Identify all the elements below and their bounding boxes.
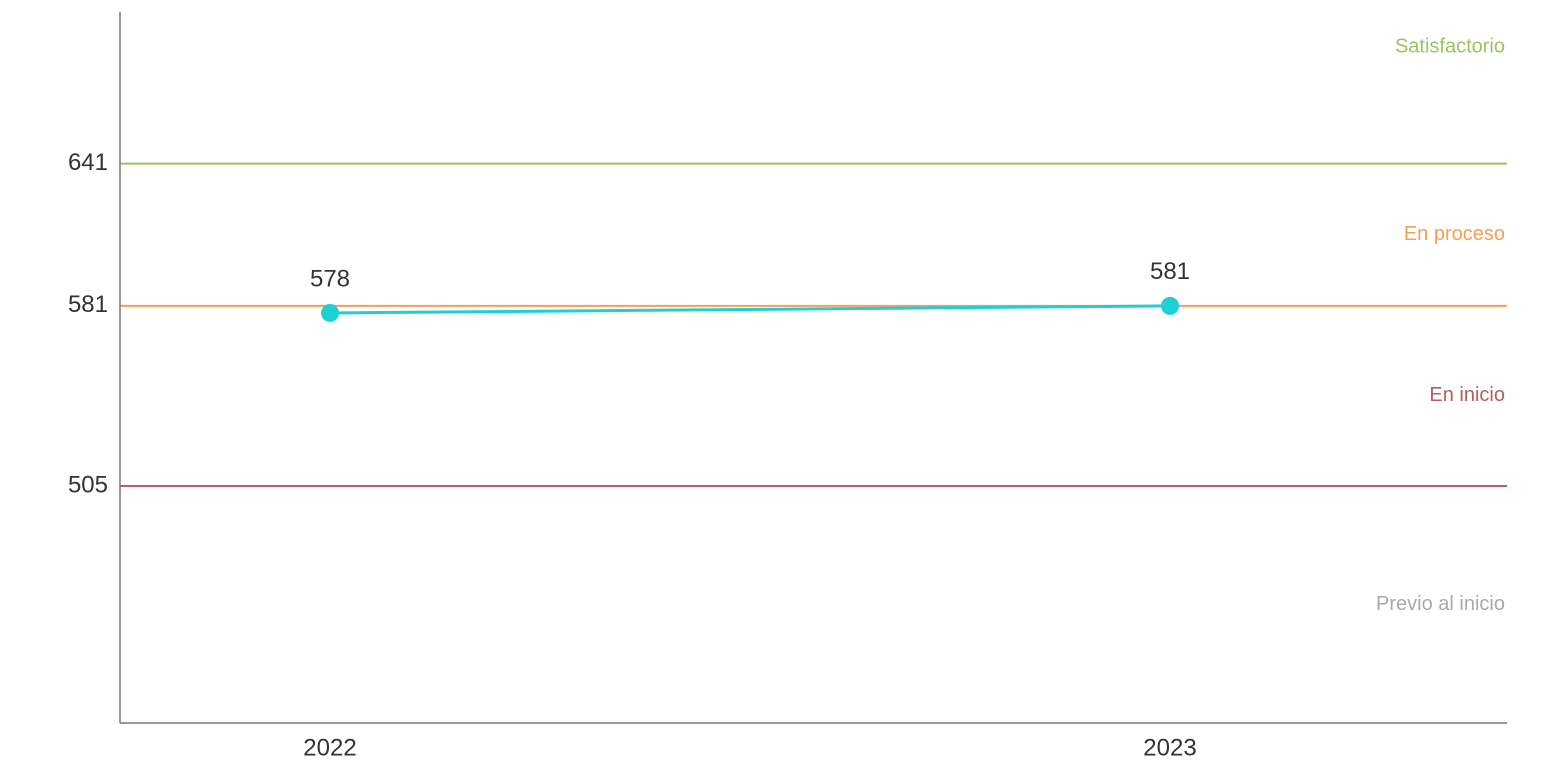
point xyxy=(321,303,339,322)
y-tick-label: 505 xyxy=(68,471,108,498)
point xyxy=(1161,296,1179,315)
band-label: En proceso xyxy=(1404,223,1505,245)
band-label: Previo al inicio xyxy=(1376,593,1505,615)
band-label: En inicio xyxy=(1429,384,1505,406)
data-label: 581 xyxy=(1150,258,1190,285)
data-label: 578 xyxy=(310,265,350,292)
y-tick-label: 641 xyxy=(68,149,108,176)
y-tick-label: 581 xyxy=(68,291,108,318)
x-tick-label: 2023 xyxy=(1143,734,1196,761)
line xyxy=(329,304,1171,315)
band-label: Satisfactorio xyxy=(1395,35,1505,57)
x-tick-label: 2022 xyxy=(303,734,356,761)
